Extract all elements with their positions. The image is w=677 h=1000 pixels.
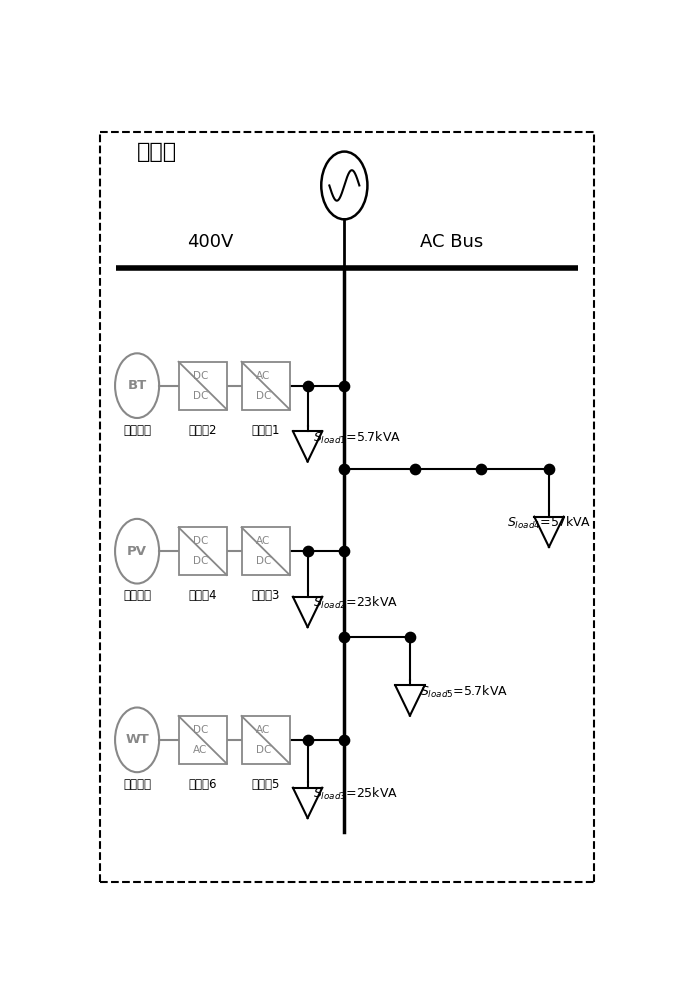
Point bbox=[475, 461, 486, 477]
Bar bbox=[179, 527, 227, 575]
Text: DC: DC bbox=[256, 391, 271, 401]
Text: 变换制2: 变换制2 bbox=[188, 424, 217, 437]
Text: DC: DC bbox=[193, 556, 209, 566]
Point bbox=[339, 732, 350, 748]
Point bbox=[405, 629, 416, 645]
Text: AC: AC bbox=[194, 745, 208, 755]
Point bbox=[339, 629, 350, 645]
Point bbox=[410, 461, 420, 477]
Bar bbox=[179, 716, 227, 764]
Text: BT: BT bbox=[127, 379, 147, 392]
Point bbox=[339, 378, 350, 394]
Text: 变换制4: 变换制4 bbox=[188, 589, 217, 602]
Point bbox=[302, 732, 313, 748]
Bar bbox=[242, 716, 290, 764]
Text: WT: WT bbox=[125, 733, 149, 746]
Point bbox=[302, 378, 313, 394]
Text: DC: DC bbox=[256, 556, 271, 566]
Text: $S_{load4}$=57kVA: $S_{load4}$=57kVA bbox=[507, 515, 591, 531]
Bar bbox=[242, 527, 290, 575]
Text: AC Bus: AC Bus bbox=[420, 233, 483, 251]
Text: 变换制1: 变换制1 bbox=[251, 424, 280, 437]
Text: AC: AC bbox=[257, 536, 271, 546]
Text: 储能电池: 储能电池 bbox=[123, 424, 151, 437]
Text: AC: AC bbox=[257, 371, 271, 381]
Text: PV: PV bbox=[127, 545, 147, 558]
Text: 变换制6: 变换制6 bbox=[188, 778, 217, 791]
Text: 变换制5: 变换制5 bbox=[251, 778, 280, 791]
Text: $S_{load2}$=23kVA: $S_{load2}$=23kVA bbox=[313, 595, 398, 611]
Text: AC: AC bbox=[257, 725, 271, 735]
Text: $S_{load5}$=5.7kVA: $S_{load5}$=5.7kVA bbox=[420, 684, 508, 700]
Text: 变换制3: 变换制3 bbox=[251, 589, 280, 602]
Text: $S_{load3}$=25kVA: $S_{load3}$=25kVA bbox=[313, 786, 398, 802]
Point bbox=[544, 461, 554, 477]
Text: 风力发电: 风力发电 bbox=[123, 778, 151, 791]
Text: 400V: 400V bbox=[188, 233, 234, 251]
Text: 光伏发电: 光伏发电 bbox=[123, 589, 151, 602]
Point bbox=[339, 543, 350, 559]
Bar bbox=[242, 362, 290, 410]
Text: $S_{load1}$=5.7kVA: $S_{load1}$=5.7kVA bbox=[313, 430, 401, 446]
Text: DC: DC bbox=[193, 371, 209, 381]
Text: DC: DC bbox=[256, 745, 271, 755]
Text: 微电网: 微电网 bbox=[137, 142, 177, 162]
Bar bbox=[179, 362, 227, 410]
Point bbox=[339, 461, 350, 477]
Text: DC: DC bbox=[193, 725, 209, 735]
Point bbox=[302, 543, 313, 559]
Text: DC: DC bbox=[193, 391, 209, 401]
Text: DC: DC bbox=[193, 536, 209, 546]
